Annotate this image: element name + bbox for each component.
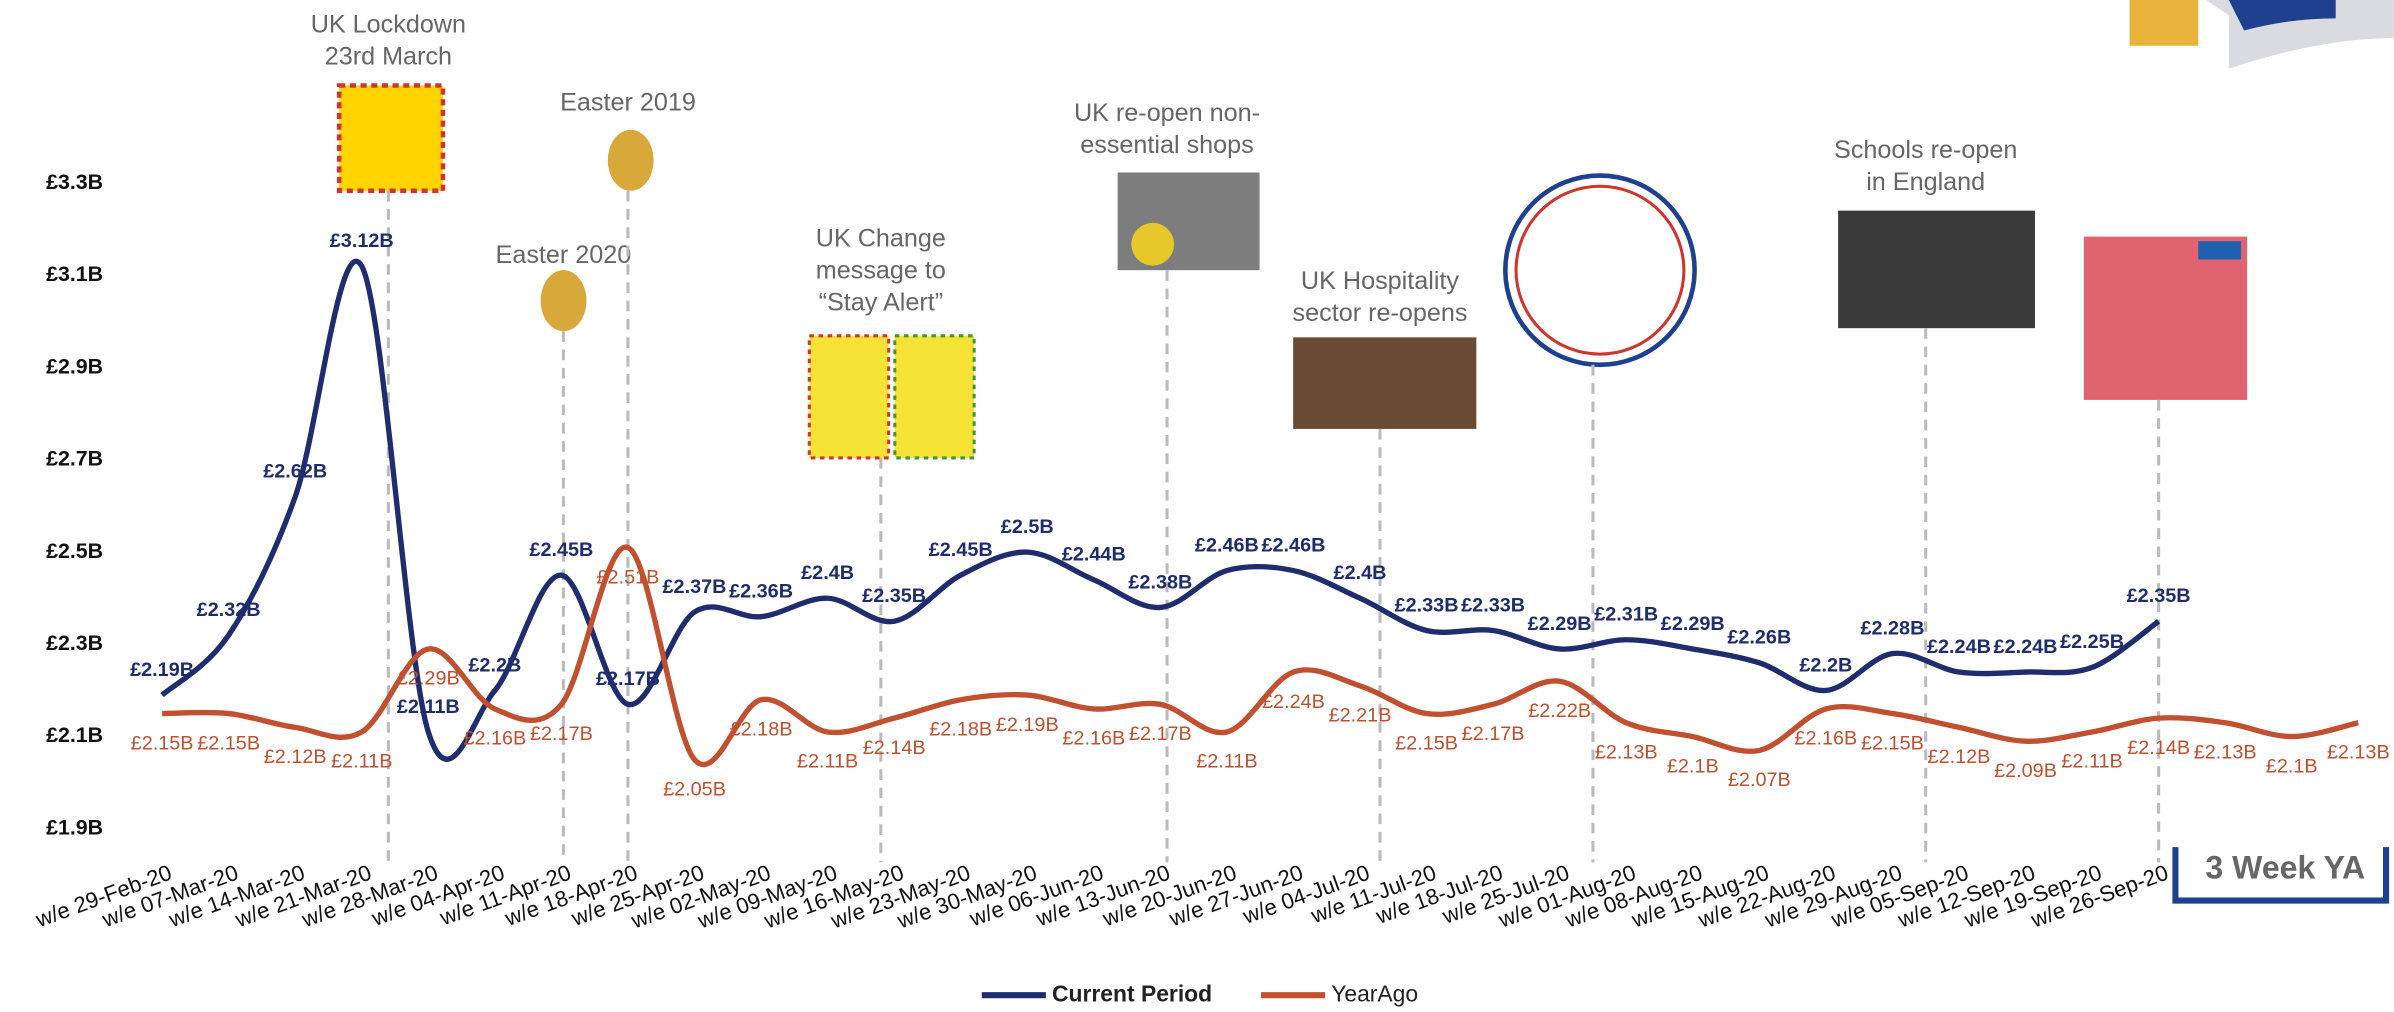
y-tick-label: £2.9B <box>46 354 103 378</box>
data-label: £2.45B <box>929 539 993 561</box>
data-label: £2.62B <box>263 461 327 483</box>
data-label: £2.29B <box>1661 613 1725 635</box>
series-line <box>162 544 2359 768</box>
data-label: £2.1B <box>1667 755 1719 777</box>
annotation-text: 23rd March <box>325 43 452 71</box>
annotation-text: sector re-opens <box>1293 299 1468 327</box>
y-tick-label: £1.9B <box>46 815 103 839</box>
data-label: £2.46B <box>1261 534 1325 556</box>
annotation-text: message to <box>816 256 946 284</box>
three-week-box: 3 Week YA <box>2172 847 2390 904</box>
data-label: £2.51B <box>597 566 660 588</box>
data-label: £2.12B <box>1928 746 1991 768</box>
logo <box>2129 0 2394 69</box>
data-label: £2.12B <box>264 746 327 768</box>
y-tick-label: £2.3B <box>46 631 103 655</box>
data-label: £2.32B <box>197 599 261 621</box>
data-label: £2.36B <box>729 580 793 602</box>
data-label: £2.13B <box>2194 742 2257 764</box>
annotation-text: UK Change <box>816 224 946 252</box>
data-label: £2.14B <box>2127 737 2190 759</box>
y-tick-label: £3.3B <box>46 170 103 194</box>
data-label: £2.29B <box>397 668 460 690</box>
data-label: £2.46B <box>1195 534 1259 556</box>
annotation-text: UK Lockdown <box>311 11 466 39</box>
annotation-text: in England <box>1866 168 1985 196</box>
data-label: £2.26B <box>1727 627 1791 649</box>
data-label: £2.21B <box>1329 705 1392 727</box>
data-label: £2.29B <box>1528 613 1592 635</box>
data-label: £2.15B <box>1395 732 1458 754</box>
data-label: £2.22B <box>1528 700 1591 722</box>
legend-label: Current Period <box>1052 980 1212 1006</box>
y-tick-label: £2.5B <box>46 539 103 563</box>
data-label: £2.11B <box>1196 751 1257 773</box>
data-label: £2.35B <box>2127 585 2191 607</box>
data-label: £2.19B <box>130 659 194 681</box>
data-label: £2.24B <box>1262 691 1325 713</box>
data-label: £2.38B <box>1128 571 1192 593</box>
data-label: £2.18B <box>929 718 992 740</box>
annotation-text: essential shops <box>1080 131 1254 159</box>
data-label: £2.31B <box>1594 604 1658 626</box>
data-label: £2.35B <box>862 585 926 607</box>
annotation-text: Easter 2020 <box>496 241 632 269</box>
data-label: £2.24B <box>1994 636 2058 658</box>
data-label: £2.45B <box>529 539 593 561</box>
event-images <box>336 83 2248 460</box>
data-label: £2.33B <box>1461 594 1525 616</box>
annotation-text: UK re-open non- <box>1074 99 1260 127</box>
data-label: £2.33B <box>1395 594 1459 616</box>
data-label: £2.07B <box>1728 769 1791 791</box>
series-line <box>160 259 2161 762</box>
data-label: £2.15B <box>131 732 194 754</box>
box-label: 3 Week YA <box>2205 850 2365 886</box>
data-label: £2.16B <box>1062 728 1125 750</box>
data-label: £2.11B <box>397 696 460 718</box>
annotation-text: “Stay Alert” <box>819 288 943 316</box>
annotation-text: UK Hospitality <box>1301 267 1459 295</box>
data-label: £2.13B <box>2327 742 2390 764</box>
data-label: £2.44B <box>1062 544 1126 566</box>
data-label: £2.24B <box>1927 636 1991 658</box>
data-label: £2.1B <box>2266 755 2318 777</box>
data-label: £2.2B <box>1799 654 1852 676</box>
data-label: £2.4B <box>801 562 854 584</box>
data-label: £2.15B <box>1861 732 1924 754</box>
data-label: £2.11B <box>2061 751 2122 773</box>
annotation-text: Easter 2019 <box>560 88 696 116</box>
data-label: £2.17B <box>596 668 660 690</box>
data-label: £2.4B <box>1334 562 1387 584</box>
data-label: £2.2B <box>468 654 521 676</box>
data-label: £2.09B <box>1994 760 2057 782</box>
data-label: £2.17B <box>1129 723 1192 745</box>
data-label: £2.19B <box>996 714 1059 736</box>
data-label: £2.17B <box>530 723 593 745</box>
data-label: £2.11B <box>797 751 858 773</box>
data-label: £2.5B <box>1001 516 1054 538</box>
data-label: £2.13B <box>1595 742 1658 764</box>
data-label: £2.16B <box>463 728 526 750</box>
data-label: £2.18B <box>730 718 793 740</box>
data-label: £2.17B <box>1462 723 1525 745</box>
data-label: £2.11B <box>331 751 392 773</box>
data-label: £2.14B <box>863 737 926 759</box>
data-label: £2.37B <box>663 576 727 598</box>
data-label: £3.12B <box>330 230 394 252</box>
data-label: £2.16B <box>1794 728 1857 750</box>
y-tick-label: £3.1B <box>46 262 103 286</box>
y-tick-label: £2.1B <box>46 723 103 747</box>
annotation-text: Schools re-open <box>1834 136 2017 164</box>
data-label: £2.25B <box>2060 631 2124 653</box>
data-label: £2.28B <box>1860 617 1924 639</box>
data-label: £2.15B <box>197 732 260 754</box>
legend-label: YearAgo <box>1331 980 1418 1006</box>
y-tick-label: £2.7B <box>46 447 103 471</box>
data-label: £2.05B <box>663 778 726 800</box>
